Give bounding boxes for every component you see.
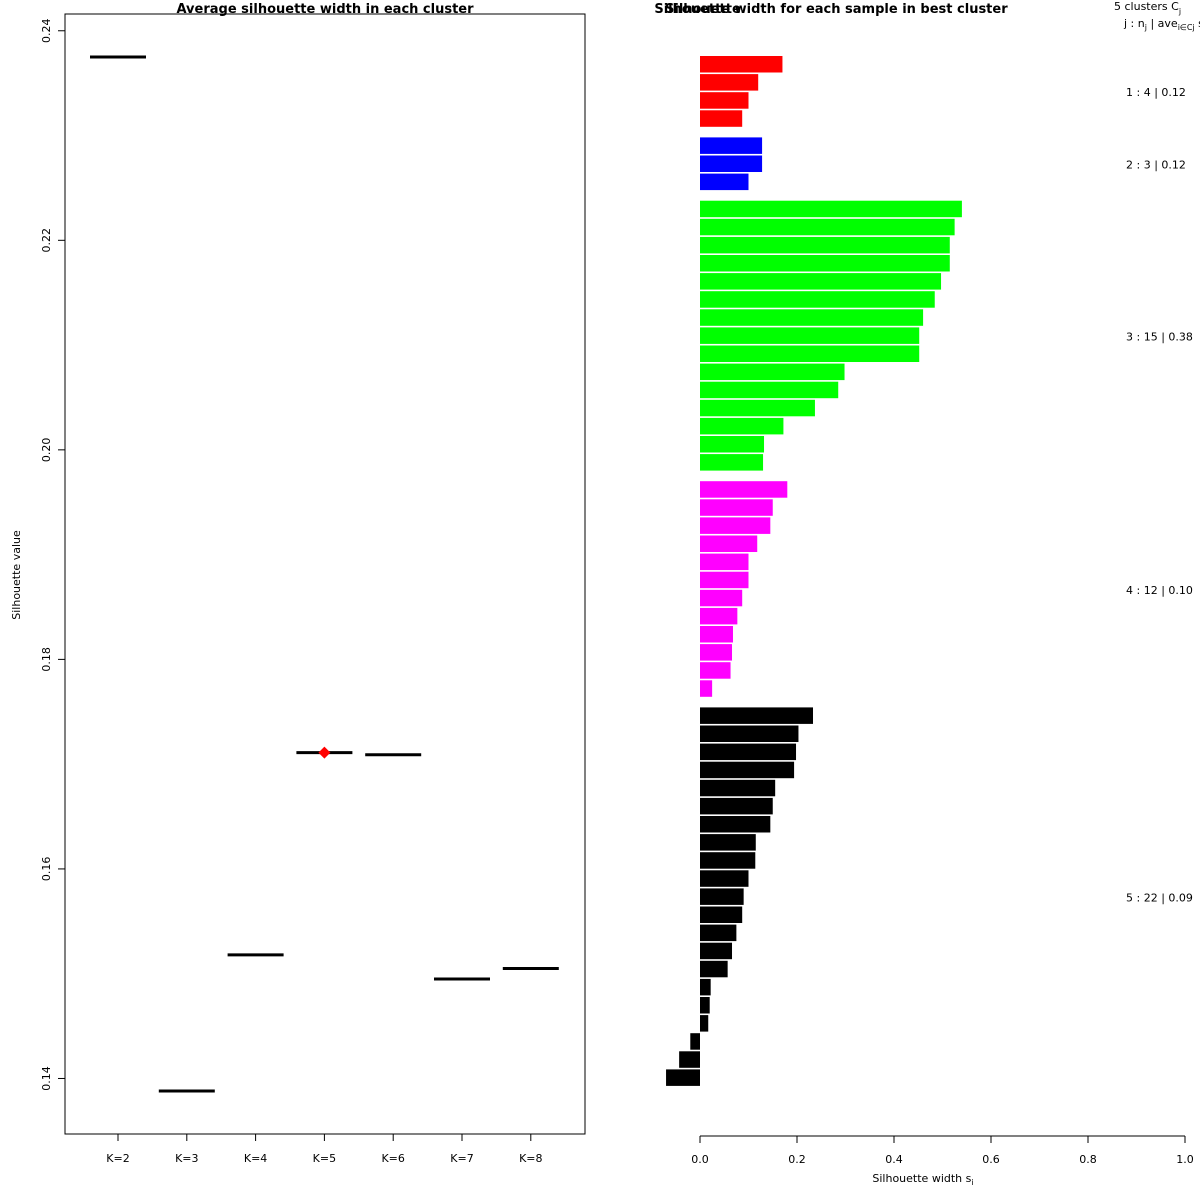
- sample-silhouette-panel: Silhouette Silhouette width for each sam…: [654, 0, 1200, 1187]
- right-legend-header: 5 clusters Cj j : nj | avei∈Cj si: [1114, 0, 1200, 32]
- silhouette-bar: [700, 417, 784, 435]
- right-x-tick-label: 0.0: [691, 1153, 709, 1166]
- silhouette-bar: [700, 92, 749, 109]
- left-x-tick-label: K=8: [519, 1152, 542, 1165]
- silhouette-bar: [700, 309, 924, 326]
- silhouette-bar: [700, 997, 710, 1014]
- silhouette-bar: [700, 743, 797, 761]
- left-mean-lines: [90, 55, 559, 1093]
- silhouette-bar: [700, 200, 962, 218]
- right-x-axis-label: Silhouette width si: [872, 1172, 973, 1187]
- silhouette-bar: [700, 779, 776, 797]
- silhouette-bar: [700, 942, 733, 960]
- silhouette-bar: [700, 173, 749, 191]
- left-y-axis-label: Silhouette value: [10, 530, 23, 620]
- right-x-axis: 0.0 0.2 0.4 0.6 0.8 1.0: [691, 1135, 1194, 1166]
- left-x-tick-label: K=3: [175, 1152, 198, 1165]
- silhouette-bar: [700, 345, 920, 362]
- silhouette-bar: [700, 236, 950, 254]
- silhouette-bar: [700, 110, 743, 127]
- silhouette-bar: [700, 870, 749, 887]
- right-cluster-labels: 1 : 4 | 0.12 2 : 3 | 0.12 3 : 15 | 0.38 4 :…: [1126, 86, 1193, 904]
- silhouette-bar: [700, 74, 759, 91]
- right-chart-title-underlay: Silhouette: [665, 2, 741, 17]
- silhouette-bar: [700, 137, 763, 154]
- silhouette-bar: [700, 707, 814, 724]
- right-chart-title: Silhouette width for each sample in best…: [654, 2, 1008, 17]
- legend-header-line2: j : nj | avei∈Cj si: [1123, 17, 1200, 32]
- cluster-summary-label: 5 : 22 | 0.09: [1126, 891, 1193, 904]
- silhouette-bar: [700, 454, 764, 471]
- left-y-tick-label: 0.18: [40, 647, 53, 672]
- silhouette-bar: [700, 888, 744, 905]
- silhouette-bar: [700, 644, 733, 661]
- left-y-tick-label: 0.16: [40, 857, 53, 882]
- silhouette-bar: [700, 725, 799, 742]
- left-x-tick-label: K=5: [313, 1152, 336, 1165]
- silhouette-bar: [700, 978, 711, 996]
- silhouette-bar: [700, 797, 773, 815]
- silhouette-bar: [700, 399, 815, 417]
- silhouette-bar: [700, 517, 771, 534]
- silhouette-bar: [700, 499, 773, 516]
- left-x-tick-label: K=7: [450, 1152, 473, 1165]
- silhouette-bar: [666, 1069, 700, 1086]
- right-x-tick-label: 0.2: [788, 1153, 806, 1166]
- left-y-tick-label: 0.22: [40, 228, 53, 253]
- silhouette-bar: [700, 761, 795, 779]
- silhouette-bar: [700, 56, 783, 73]
- cluster-summary-label: 3 : 15 | 0.38: [1126, 330, 1193, 343]
- silhouette-bar: [700, 834, 756, 851]
- left-y-tick-label: 0.20: [40, 438, 53, 463]
- silhouette-bar: [700, 155, 763, 172]
- silhouette-bar: [700, 273, 942, 290]
- silhouette-bar: [700, 816, 771, 833]
- silhouette-bar: [700, 589, 743, 607]
- silhouette-bar: [700, 381, 839, 399]
- left-x-tick-label: K=4: [244, 1152, 267, 1165]
- silhouette-bar: [700, 662, 731, 679]
- silhouette-bar: [700, 481, 788, 498]
- left-chart-title: Average silhouette width in each cluster: [176, 2, 474, 17]
- silhouette-bar: [700, 1015, 709, 1032]
- left-y-axis: 0.14 0.16 0.18 0.20 0.22 0.24: [40, 19, 66, 1091]
- left-x-axis: K=2 K=3 K=4 K=5 K=6 K=7 K=8: [106, 1133, 543, 1165]
- silhouette-bar: [690, 1033, 700, 1050]
- silhouette-bar: [700, 363, 845, 381]
- left-x-tick-label: K=6: [381, 1152, 404, 1165]
- cluster-summary-label: 2 : 3 | 0.12: [1126, 159, 1186, 172]
- right-silhouette-bars: [666, 56, 962, 1086]
- silhouette-bar: [700, 291, 935, 308]
- left-y-tick-label: 0.14: [40, 1066, 53, 1091]
- silhouette-bar: [700, 571, 749, 589]
- silhouette-bar: [700, 626, 733, 643]
- silhouette-bar: [700, 960, 728, 978]
- silhouette-bar: [700, 327, 920, 344]
- left-y-tick-label: 0.24: [40, 19, 53, 43]
- average-silhouette-panel: Average silhouette width in each cluster…: [10, 2, 586, 1165]
- right-x-tick-label: 0.4: [885, 1153, 903, 1166]
- silhouette-bar: [679, 1051, 700, 1068]
- cluster-summary-label: 1 : 4 | 0.12: [1126, 86, 1186, 99]
- silhouette-bar: [700, 607, 738, 625]
- silhouette-bar: [700, 553, 749, 571]
- legend-header-line1: 5 clusters Cj: [1114, 0, 1181, 16]
- silhouette-bar: [700, 436, 765, 453]
- silhouette-bar: [700, 924, 737, 942]
- silhouette-bar: [700, 852, 756, 869]
- silhouette-bar: [700, 535, 758, 552]
- silhouette-bar: [700, 680, 713, 697]
- right-x-tick-label: 1.0: [1176, 1153, 1194, 1166]
- cluster-summary-label: 4 : 12 | 0.10: [1126, 584, 1193, 597]
- right-x-tick-label: 0.6: [982, 1153, 1000, 1166]
- best-k-marker: [318, 746, 331, 759]
- left-x-tick-label: K=2: [106, 1152, 129, 1165]
- right-x-tick-label: 0.8: [1079, 1153, 1097, 1166]
- silhouette-bar: [700, 255, 950, 272]
- silhouette-bar: [700, 218, 955, 236]
- silhouette-bar: [700, 906, 743, 923]
